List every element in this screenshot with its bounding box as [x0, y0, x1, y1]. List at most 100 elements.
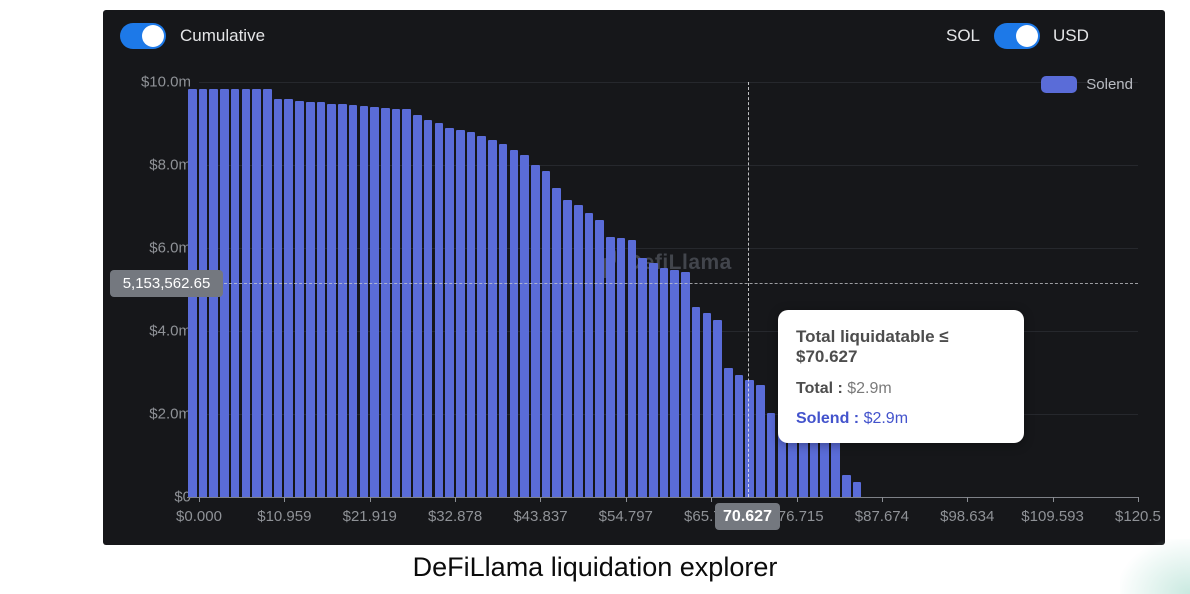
liquidation-bar[interactable]: [477, 135, 487, 497]
liquidation-bar[interactable]: [370, 106, 379, 497]
liquidation-bar[interactable]: [498, 144, 508, 497]
liquidation-bar[interactable]: [531, 165, 540, 497]
currency-toggle[interactable]: [994, 23, 1040, 49]
liquidation-chart-panel: Cumulative SOL USD $10.0m $8.0m $6.0m $4.0m…: [103, 10, 1165, 545]
liquidation-bar[interactable]: [799, 430, 808, 497]
liquidation-bar[interactable]: [402, 109, 411, 497]
liquidation-bar[interactable]: [413, 115, 422, 497]
liquidation-bar[interactable]: [273, 98, 283, 497]
cumulative-toggle[interactable]: [120, 23, 166, 49]
tooltip-row-solend: Solend : $2.9m: [796, 410, 909, 427]
currency-label-sol[interactable]: SOL: [946, 26, 981, 45]
liquidation-bar[interactable]: [263, 89, 272, 497]
crosshair-x-value-label: 70.627: [715, 503, 780, 530]
liquidation-bar[interactable]: [541, 171, 551, 497]
x-axis-line: [187, 497, 1138, 498]
liquidation-bar[interactable]: [809, 431, 819, 497]
x-axis-tickmark: [625, 497, 627, 502]
tooltip-solend-value: $2.9m: [863, 410, 909, 427]
cumulative-toggle-label: Cumulative: [180, 26, 266, 45]
y-axis-tick-label: $4.0m: [149, 322, 191, 340]
liquidation-bar[interactable]: [584, 213, 594, 497]
x-axis-tickmark: [1137, 497, 1139, 502]
liquidation-bar[interactable]: [456, 129, 465, 497]
x-axis-tick-label: $0.000: [176, 508, 222, 525]
x-axis-tick-label: $54.797: [598, 508, 653, 525]
liquidation-bar[interactable]: [734, 374, 744, 497]
liquidation-bar[interactable]: [220, 89, 229, 497]
liquidation-bar[interactable]: [359, 106, 369, 497]
y-gridline: [199, 331, 1138, 332]
liquidation-bar[interactable]: [659, 268, 669, 497]
liquidation-bar[interactable]: [305, 101, 315, 497]
liquidation-bar[interactable]: [702, 313, 712, 497]
x-axis-tickmark: [455, 497, 457, 502]
liquidation-bar[interactable]: [820, 431, 830, 497]
y-axis-tick-label: $10.0m: [140, 73, 191, 91]
liquidation-bar[interactable]: [713, 319, 722, 497]
liquidation-bar[interactable]: [445, 127, 454, 497]
liquidation-bar[interactable]: [520, 154, 529, 497]
currency-label-usd[interactable]: USD: [1053, 26, 1089, 45]
liquidation-bar[interactable]: [295, 100, 304, 497]
liquidation-bar[interactable]: [852, 482, 862, 497]
y-gridline: [199, 82, 1138, 83]
liquidation-bar[interactable]: [681, 272, 690, 497]
liquidation-bar[interactable]: [831, 438, 840, 497]
x-axis-tick-label: $21.919: [342, 508, 397, 525]
x-axis-tickmark: [881, 497, 883, 502]
liquidation-bar[interactable]: [648, 263, 658, 497]
liquidation-bar[interactable]: [552, 188, 562, 497]
liquidation-bar[interactable]: [788, 426, 797, 497]
liquidation-bar[interactable]: [670, 270, 679, 497]
liquidation-bar[interactable]: [595, 220, 604, 497]
crosshair-horizontal-line: [199, 283, 1138, 284]
tooltip-title: Total liquidatable ≤ $70.627: [796, 327, 949, 366]
liquidation-bar[interactable]: [563, 199, 572, 497]
liquidation-bar[interactable]: [466, 131, 476, 497]
y-axis-tick-label: $6.0m: [149, 239, 191, 257]
liquidation-bar[interactable]: [488, 140, 497, 497]
x-axis-tickmark: [967, 497, 969, 502]
liquidation-bar[interactable]: [691, 306, 701, 497]
liquidation-bar[interactable]: [756, 384, 765, 497]
liquidation-bar[interactable]: [745, 379, 755, 497]
x-axis-tickmark: [369, 497, 371, 502]
tooltip-row-total: Total : $2.9m: [796, 380, 892, 397]
liquidation-bar[interactable]: [627, 240, 637, 497]
liquidation-bar[interactable]: [616, 238, 626, 497]
chart-tooltip: Total liquidatable ≤ $70.627 Total : $2.…: [778, 310, 1024, 443]
toggle-knob: [142, 25, 164, 47]
legend-item-solend[interactable]: Solend: [1041, 76, 1133, 93]
legend-label: Solend: [1086, 76, 1133, 93]
liquidation-bar[interactable]: [841, 475, 851, 497]
liquidation-bar[interactable]: [327, 103, 336, 497]
liquidation-bar[interactable]: [338, 104, 347, 497]
x-axis-tickmark: [796, 497, 798, 502]
liquidation-bar[interactable]: [230, 89, 240, 497]
liquidation-bar[interactable]: [252, 89, 261, 497]
y-gridline: [199, 165, 1138, 166]
liquidation-bar[interactable]: [777, 425, 787, 497]
liquidation-bar[interactable]: [638, 257, 647, 497]
x-axis-tickmark: [1052, 497, 1054, 502]
liquidation-bar[interactable]: [391, 108, 401, 497]
liquidation-bar[interactable]: [284, 99, 294, 497]
liquidation-bar[interactable]: [724, 367, 733, 497]
y-axis-tick-label: $2.0m: [149, 405, 191, 423]
x-axis-tick-label: $32.878: [427, 508, 483, 525]
crosshair-y-value-label: 5,153,562.65: [110, 270, 223, 297]
liquidation-bar[interactable]: [316, 102, 326, 497]
liquidation-bar[interactable]: [573, 204, 583, 497]
liquidation-bar[interactable]: [509, 150, 519, 497]
liquidation-bar[interactable]: [423, 120, 433, 497]
x-axis-tick-label: $120.5: [1115, 508, 1161, 525]
liquidation-bar[interactable]: [434, 122, 444, 497]
liquidation-bar[interactable]: [348, 105, 358, 497]
liquidation-bar[interactable]: [380, 107, 390, 497]
liquidation-bar[interactable]: [766, 413, 776, 497]
y-gridline: [199, 414, 1138, 415]
liquidation-bar[interactable]: [241, 89, 251, 497]
y-gridline: [199, 248, 1138, 249]
liquidation-bar[interactable]: [606, 236, 615, 497]
